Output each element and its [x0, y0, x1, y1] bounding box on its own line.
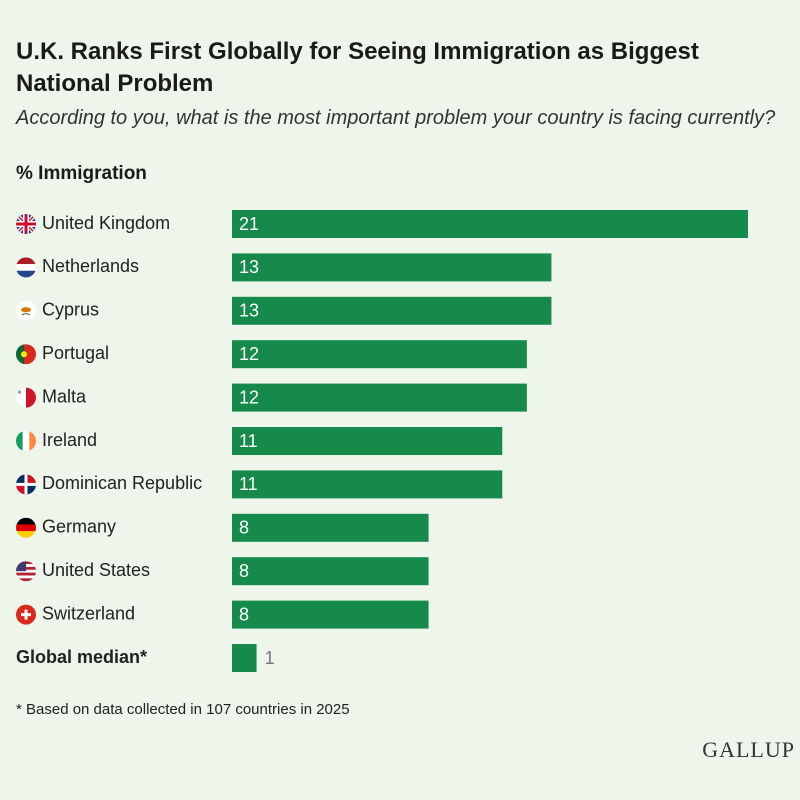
bar	[232, 340, 527, 369]
median-bar	[232, 644, 257, 672]
category-label: Portugal	[42, 343, 109, 363]
bar	[232, 557, 429, 586]
bar	[232, 600, 429, 629]
source-logo: GALLUP	[702, 737, 795, 762]
category-label: Dominican Republic	[42, 473, 202, 493]
value-label: 8	[239, 604, 249, 624]
flag-icon	[16, 561, 36, 582]
bar	[232, 383, 527, 412]
value-label: 11	[239, 431, 258, 451]
bar	[232, 427, 503, 455]
flag-icon	[16, 257, 36, 278]
category-label: Cyprus	[42, 300, 99, 320]
median-label: Global median*	[16, 647, 147, 667]
category-label: United States	[42, 560, 150, 580]
category-label: United Kingdom	[42, 213, 170, 233]
flag-icon	[16, 214, 36, 234]
bar	[232, 253, 552, 282]
value-label: 13	[239, 301, 259, 321]
value-label: 21	[239, 214, 259, 234]
value-axis-label: % Immigration	[16, 163, 147, 184]
flag-icon	[16, 517, 36, 538]
footnote: * Based on data collected in 107 countri…	[16, 701, 350, 718]
flag-icon	[16, 387, 36, 408]
category-label: Malta	[42, 386, 87, 406]
value-label: 8	[239, 561, 249, 581]
value-label: 12	[239, 387, 259, 407]
chart-subtitle: According to you, what is the most impor…	[16, 107, 776, 129]
bar	[232, 210, 748, 238]
value-label: 11	[239, 474, 258, 494]
median-value-label: 1	[265, 648, 275, 668]
category-label: Germany	[42, 517, 116, 537]
category-label: Ireland	[42, 430, 97, 450]
category-label: Netherlands	[42, 256, 139, 276]
bar	[232, 513, 429, 542]
flag-icon	[16, 344, 36, 365]
flag-icon	[16, 474, 36, 495]
value-label: 8	[239, 518, 249, 538]
bar	[232, 296, 552, 325]
bar	[232, 470, 503, 499]
chart-title: U.K. Ranks First Globally for Seeing Imm…	[16, 38, 699, 97]
category-label: Switzerland	[42, 603, 135, 623]
value-label: 13	[239, 257, 259, 277]
flag-icon	[16, 604, 36, 625]
flag-icon	[16, 300, 36, 321]
value-label: 12	[239, 344, 259, 364]
flag-icon	[16, 431, 36, 451]
